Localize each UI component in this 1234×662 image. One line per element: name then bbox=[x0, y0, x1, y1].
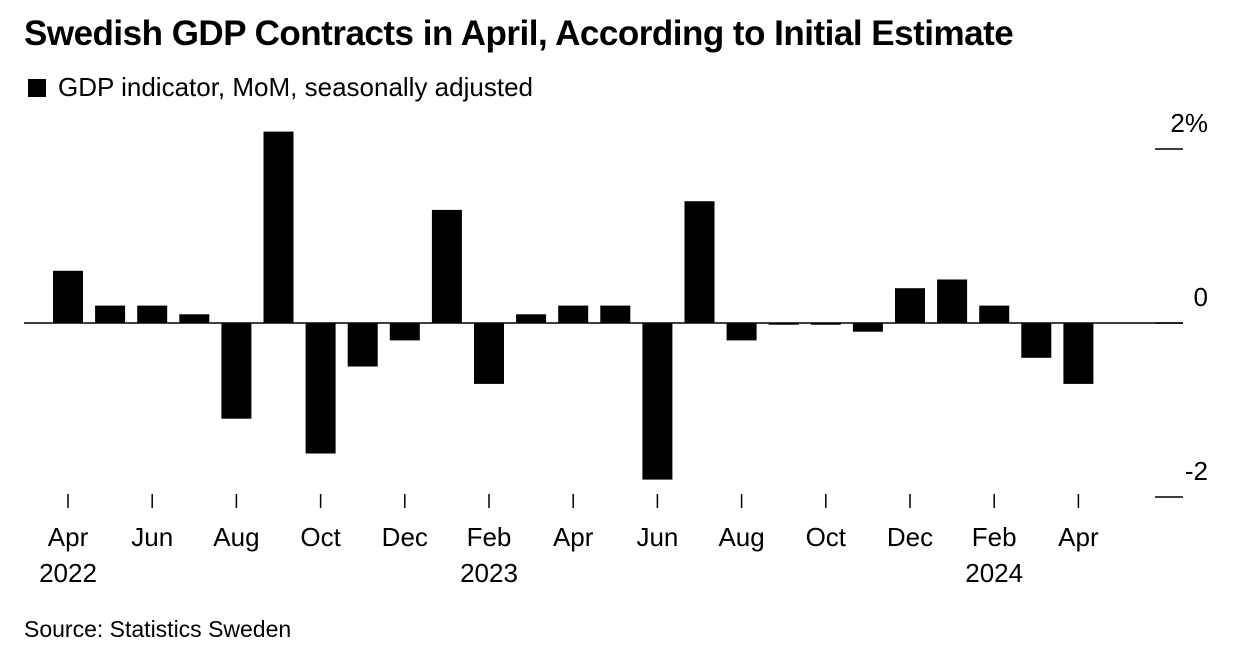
x-tick-label: Aug bbox=[718, 522, 764, 552]
bar-2024-02 bbox=[979, 305, 1010, 323]
chart-legend: GDP indicator, MoM, seasonally adjusted bbox=[28, 72, 533, 103]
legend-label: GDP indicator, MoM, seasonally adjusted bbox=[58, 72, 533, 102]
bar-2024-04 bbox=[1063, 323, 1094, 384]
legend-swatch bbox=[28, 78, 46, 97]
bar-2023-09 bbox=[768, 323, 799, 325]
bar-2022-05 bbox=[95, 305, 126, 323]
source-note: Source: Statistics Sweden bbox=[24, 616, 292, 642]
x-tick-label: Dec bbox=[382, 522, 428, 552]
chart-title: Swedish GDP Contracts in April, Accordin… bbox=[24, 14, 1014, 53]
y-tick-label: 2% bbox=[1170, 108, 1208, 138]
x-tick-label: Dec bbox=[887, 522, 933, 552]
x-tick-year-label: 2024 bbox=[965, 558, 1023, 588]
bar-2022-10 bbox=[305, 323, 336, 454]
bar-2022-09 bbox=[263, 131, 294, 323]
x-tick-year-label: 2022 bbox=[39, 558, 97, 588]
bars-group bbox=[53, 131, 1094, 480]
x-tick-label: Feb bbox=[467, 522, 512, 552]
x-tick-label: Feb bbox=[972, 522, 1017, 552]
bar-2022-06 bbox=[137, 305, 168, 323]
y-axis: 2% 0 -2 bbox=[1155, 108, 1208, 498]
x-tick-label: Jun bbox=[636, 522, 678, 552]
x-tick-label: Apr bbox=[1058, 522, 1099, 552]
bar-2023-12 bbox=[895, 288, 925, 323]
bar-2022-11 bbox=[347, 323, 378, 367]
bar-2023-02 bbox=[474, 323, 504, 384]
x-tick-label: Apr bbox=[553, 522, 594, 552]
bar-2022-08 bbox=[221, 323, 252, 419]
y-tick-label: 0 bbox=[1194, 282, 1208, 312]
bar-2023-04 bbox=[558, 305, 589, 323]
bar-2023-11 bbox=[852, 323, 883, 332]
x-axis: Apr 2022 Jun Aug Oct Dec Feb 2023 Apr Jun Aug Oct De… bbox=[39, 494, 1099, 588]
bar-2023-06 bbox=[642, 323, 673, 480]
x-tick-label: Oct bbox=[806, 522, 847, 552]
bar-2023-08 bbox=[726, 323, 757, 341]
bar-2022-04 bbox=[53, 270, 83, 323]
bar-2023-03 bbox=[516, 314, 547, 323]
bar-2024-03 bbox=[1021, 323, 1052, 358]
x-tick-label: Oct bbox=[300, 522, 341, 552]
bar-2022-07 bbox=[179, 314, 210, 323]
x-tick-label: Jun bbox=[131, 522, 173, 552]
x-tick-year-label: 2023 bbox=[460, 558, 518, 588]
bar-2024-01 bbox=[937, 279, 968, 323]
y-tick-label: -2 bbox=[1185, 456, 1208, 486]
bar-2023-05 bbox=[600, 305, 631, 323]
x-tick-label: Apr bbox=[48, 522, 89, 552]
bar-2022-12 bbox=[389, 323, 420, 341]
x-tick-label: Aug bbox=[213, 522, 259, 552]
bar-2023-01 bbox=[431, 209, 462, 323]
bar-2023-10 bbox=[810, 323, 841, 325]
bar-2023-07 bbox=[684, 201, 715, 323]
